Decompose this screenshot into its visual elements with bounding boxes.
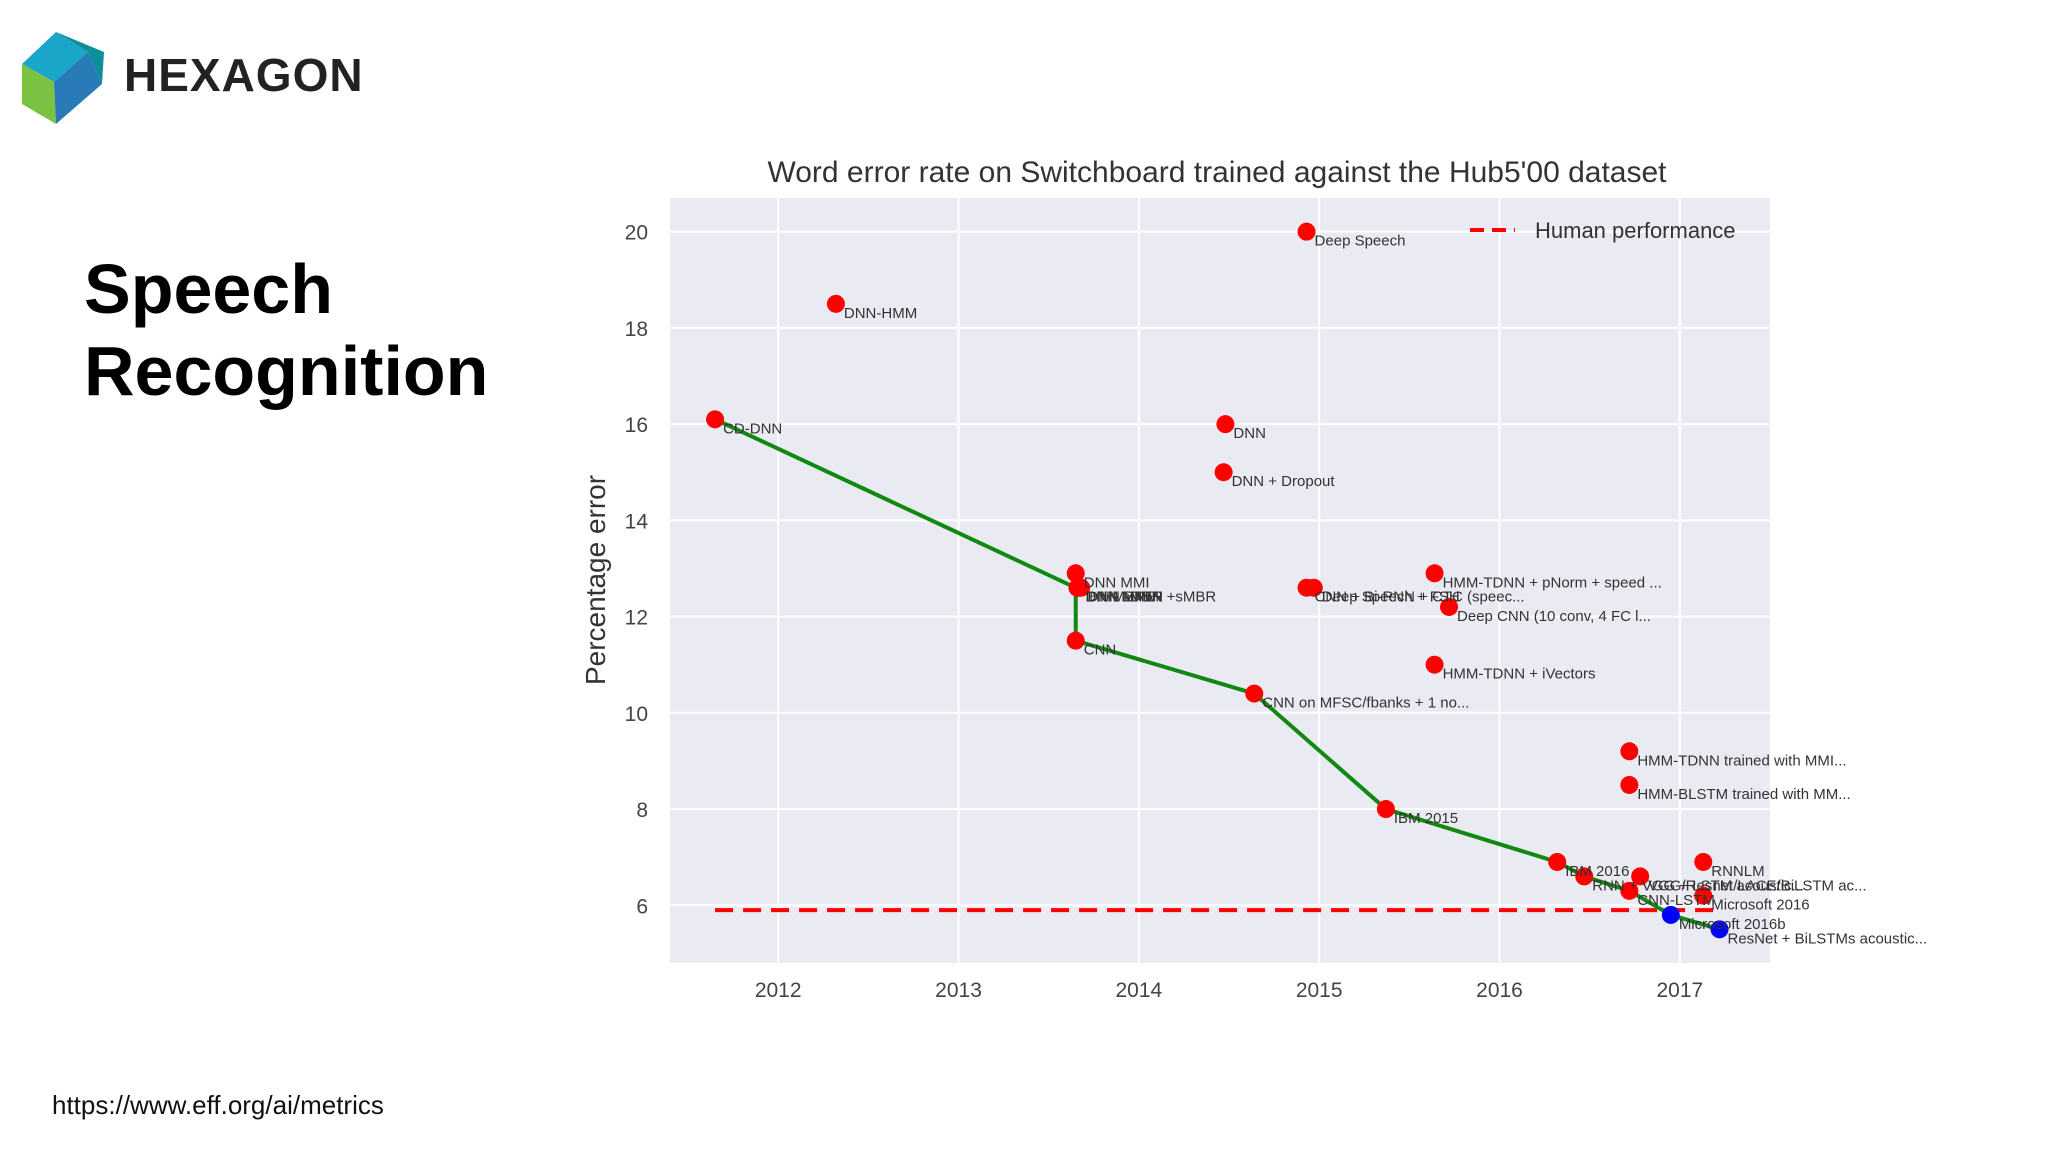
y-tick-label: 18 — [625, 318, 648, 341]
data-point — [1694, 886, 1713, 905]
data-point — [1710, 920, 1729, 939]
data-point-label: HMM-TDNN + pNorm + speed ... — [1443, 574, 1662, 591]
data-point — [1066, 631, 1085, 650]
data-point — [1694, 852, 1713, 871]
logo-wordmark: HEXAGON — [124, 49, 364, 101]
x-tick-label: 2015 — [1296, 979, 1343, 1002]
y-axis-title: Percentage error — [580, 475, 611, 685]
data-point-label: IBM 2015 — [1394, 810, 1458, 827]
y-tick-label: 20 — [625, 222, 648, 245]
data-point-label: CNN — [1084, 642, 1117, 659]
slide-title-line-2: Recognition — [84, 332, 489, 410]
y-tick-label: 16 — [625, 414, 648, 437]
data-point-label: CD-DNN — [723, 420, 782, 437]
data-point — [1620, 742, 1639, 761]
data-point — [1297, 222, 1316, 241]
data-point-label: Microsoft 2016 — [1711, 897, 1809, 914]
data-point — [1440, 597, 1459, 616]
data-point — [1620, 881, 1639, 900]
y-tick-labels: 6 8 10 12 14 16 18 20 — [625, 222, 649, 919]
x-tick-label: 2014 — [1115, 979, 1162, 1002]
data-point-label: Deep CNN (10 conv, 4 FC l... — [1457, 608, 1651, 625]
data-point — [1066, 564, 1085, 583]
data-point — [1575, 867, 1594, 886]
data-point — [1214, 463, 1233, 482]
data-point — [1620, 775, 1639, 794]
data-point-label: RNN + VGG + LSTM acoustic... — [1592, 877, 1804, 894]
data-point — [826, 294, 845, 313]
data-point-label: HMM-BLSTM trained with MM... — [1637, 786, 1850, 803]
data-point — [1548, 852, 1567, 871]
data-point-label: Deep Speech + FSH — [1322, 589, 1460, 606]
x-tick-label: 2013 — [935, 979, 982, 1002]
data-point-label: VGG/Resnet/LACE/BiLSTM ac... — [1648, 877, 1866, 894]
data-point — [1072, 578, 1091, 597]
data-point — [1245, 684, 1264, 703]
data-point-label: HMM-TDNN + iVectors — [1443, 666, 1596, 683]
y-tick-label: 12 — [625, 607, 648, 630]
source-url: https://www.eff.org/ai/metrics — [52, 1090, 384, 1120]
y-tick-label: 10 — [625, 703, 648, 726]
x-tick-label: 2012 — [755, 979, 802, 1002]
slide-title-line-1: Speech — [84, 250, 333, 328]
data-points — [706, 222, 1729, 939]
data-point-label: ResNet + BiLSTMs acoustic... — [1728, 930, 1928, 947]
data-point-label: HMM-DNN +sMBR — [1089, 589, 1216, 606]
data-point-label: CNN on MFSC/fbanks + 1 no... — [1262, 695, 1469, 712]
data-point — [1216, 415, 1235, 434]
data-point-label: DNN MMI — [1084, 574, 1150, 591]
data-point — [706, 410, 725, 429]
legend-label-human: Human performance — [1535, 218, 1736, 243]
data-point-label: IBM 2016 — [1565, 863, 1629, 880]
data-point-label: CNN + Bi-RNN + CTC (speec... — [1315, 589, 1525, 606]
data-point-label: DNN + Dropout — [1232, 473, 1336, 490]
data-point-label: Deep Speech — [1315, 233, 1406, 250]
x-tick-labels: 2012 2013 2014 2015 2016 2017 — [755, 979, 1703, 1002]
x-tick-label: 2017 — [1656, 979, 1703, 1002]
data-point — [1631, 867, 1650, 886]
data-point-label: CNN-LSTM — [1637, 892, 1715, 909]
plot-area — [670, 198, 1770, 963]
data-point-label: DNN-HMM — [844, 305, 917, 322]
hexagon-logo — [22, 32, 104, 124]
y-tick-label: 8 — [636, 799, 648, 822]
x-tick-label: 2016 — [1476, 979, 1523, 1002]
data-point-label: DNN sMBR — [1086, 589, 1164, 606]
y-tick-label: 14 — [625, 510, 649, 533]
legend: Human performance — [1470, 218, 1736, 243]
data-point — [1661, 905, 1680, 924]
data-point-label: DNN MPE — [1086, 589, 1155, 606]
data-point — [1425, 564, 1444, 583]
data-point-label: DNN — [1233, 425, 1266, 442]
data-point-label: Microsoft 2016b — [1679, 916, 1786, 933]
data-point — [1304, 578, 1323, 597]
data-point-label: RNNLM — [1711, 863, 1764, 880]
data-point-label: HMM-TDNN trained with MMI... — [1637, 752, 1846, 769]
chart-title: Word error rate on Switchboard trained a… — [767, 156, 1667, 189]
y-tick-label: 6 — [636, 895, 648, 918]
data-point — [1425, 655, 1444, 674]
data-point-label: DNN BMMI — [1087, 589, 1163, 606]
best-result-frontier — [714, 417, 1721, 932]
slide-title: Speech Recognition — [84, 248, 544, 412]
data-point — [1376, 800, 1395, 819]
